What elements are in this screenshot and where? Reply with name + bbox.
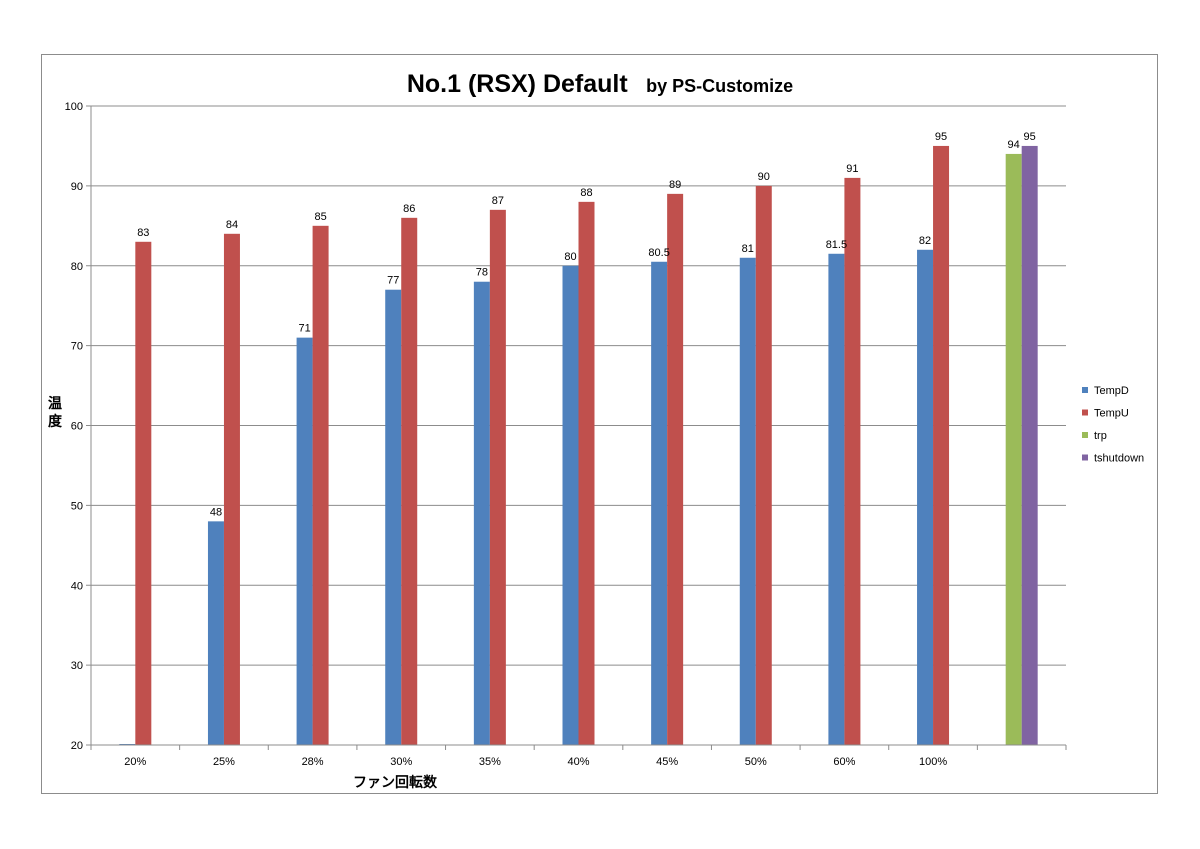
x-tick-label: 20% <box>124 756 146 768</box>
bar-tempu-100% <box>933 145 950 745</box>
bars <box>119 145 1038 746</box>
data-label-tempu: 88 <box>580 187 592 199</box>
bar-tempd-100% <box>917 249 934 745</box>
data-label-trp: 94 <box>1008 139 1020 151</box>
x-tick-label: 50% <box>745 756 767 768</box>
data-label-tempu: 87 <box>492 195 504 207</box>
bar-tempu-20% <box>135 241 152 745</box>
y-tick-label: 60 <box>71 421 83 433</box>
x-tick-label: 60% <box>833 756 855 768</box>
data-label-tempu: 90 <box>758 171 770 183</box>
y-tick-label: 100 <box>65 101 83 113</box>
data-label-tempu: 95 <box>935 131 947 143</box>
data-label-tempd: 81.5 <box>826 239 847 251</box>
bar-tempd-28% <box>296 337 313 745</box>
y-tick-label: 70 <box>71 341 83 353</box>
data-label-tempu: 89 <box>669 179 681 191</box>
data-label-tempd: 81 <box>742 243 754 255</box>
bar-tempu-25% <box>223 233 240 746</box>
chart-title: No.1 (RSX) Default by PS-Customize <box>407 70 793 98</box>
x-tick-label: 28% <box>302 756 324 768</box>
legend-label-trp: trp <box>1094 430 1107 442</box>
legend-label-tempd: TempD <box>1094 385 1129 397</box>
bar-tempd-25% <box>207 521 224 745</box>
x-tick-label: 30% <box>390 756 412 768</box>
data-label-tshutdown: 95 <box>1024 131 1036 143</box>
bar-tempu-28% <box>312 225 329 745</box>
bar-tempd-45% <box>651 261 668 745</box>
y-tick-label: 40 <box>71 580 83 592</box>
data-label-tempu: 86 <box>403 203 415 215</box>
data-label-tempd: 82 <box>919 235 931 247</box>
data-label-tempu: 83 <box>137 227 149 239</box>
data-labels: 83 48 84 71 85 77 86 78 87 80 88 80.5 89 81 90 81.5 91 82… <box>137 131 1036 518</box>
legend-label-tempu: TempU <box>1094 408 1129 420</box>
bar-tempu-60% <box>844 177 861 745</box>
data-label-tempd: 77 <box>387 275 399 287</box>
chart-title-sub: by PS-Customize <box>646 76 793 96</box>
y-axis-title-char: 温 <box>48 396 62 412</box>
bar-tempu-30% <box>401 217 418 745</box>
legend-label-tshutdown: tshutdown <box>1094 453 1144 465</box>
bar-tempu-50% <box>755 185 772 745</box>
x-tick-label: 45% <box>656 756 678 768</box>
legend-swatch-tshutdown <box>1082 454 1088 461</box>
x-tick-label: 100% <box>919 756 947 768</box>
y-tick-label: 50 <box>71 500 83 512</box>
x-tick-label: 40% <box>567 756 589 768</box>
bar-tempd-60% <box>828 253 845 746</box>
legend-swatch-trp <box>1082 432 1088 438</box>
y-axis-title: 温度 <box>48 396 63 430</box>
legend-swatch-tempu <box>1082 409 1088 416</box>
y-tick-label: 80 <box>71 261 83 273</box>
axes: 20 30 40 50 60 70 80 90 100 20% 25% 28% 30% 35% 40% 45%… <box>65 101 1067 768</box>
y-axis-title-group: 温度 <box>48 396 63 430</box>
data-label-tempu: 84 <box>226 219 238 231</box>
x-axis-title: ファン回転数 <box>353 774 438 791</box>
y-tick-label: 20 <box>71 740 83 752</box>
bar-tshutdown-limit <box>1021 145 1038 745</box>
data-label-tempd: 78 <box>476 267 488 279</box>
data-label-tempu: 85 <box>314 211 326 223</box>
y-tick-label: 90 <box>71 181 83 193</box>
chart-title-main: No.1 (RSX) Default <box>407 70 629 98</box>
x-tick-label: 35% <box>479 756 501 768</box>
data-label-tempd: 80.5 <box>648 247 669 259</box>
data-label-tempu: 91 <box>846 163 858 175</box>
bar-tempd-35% <box>473 281 490 745</box>
bar-tempd-30% <box>385 289 402 745</box>
data-label-tempd: 71 <box>298 323 310 335</box>
bar-tempu-40% <box>578 201 595 746</box>
bar-tempu-35% <box>489 209 506 745</box>
y-axis-title-char: 度 <box>48 413 63 430</box>
y-tick-label: 30 <box>71 660 83 672</box>
bar-tempd-50% <box>739 257 756 745</box>
data-label-tempd: 48 <box>210 506 222 518</box>
bar-trp-limit <box>1005 153 1022 746</box>
data-label-tempd: 80 <box>564 251 576 263</box>
legend-swatch-tempd <box>1082 387 1088 393</box>
bar-tempd-40% <box>562 265 579 745</box>
legend: TempD TempU trp tshutdown <box>1082 385 1144 465</box>
bar-tempu-45% <box>667 193 684 746</box>
x-tick-label: 25% <box>213 756 235 768</box>
